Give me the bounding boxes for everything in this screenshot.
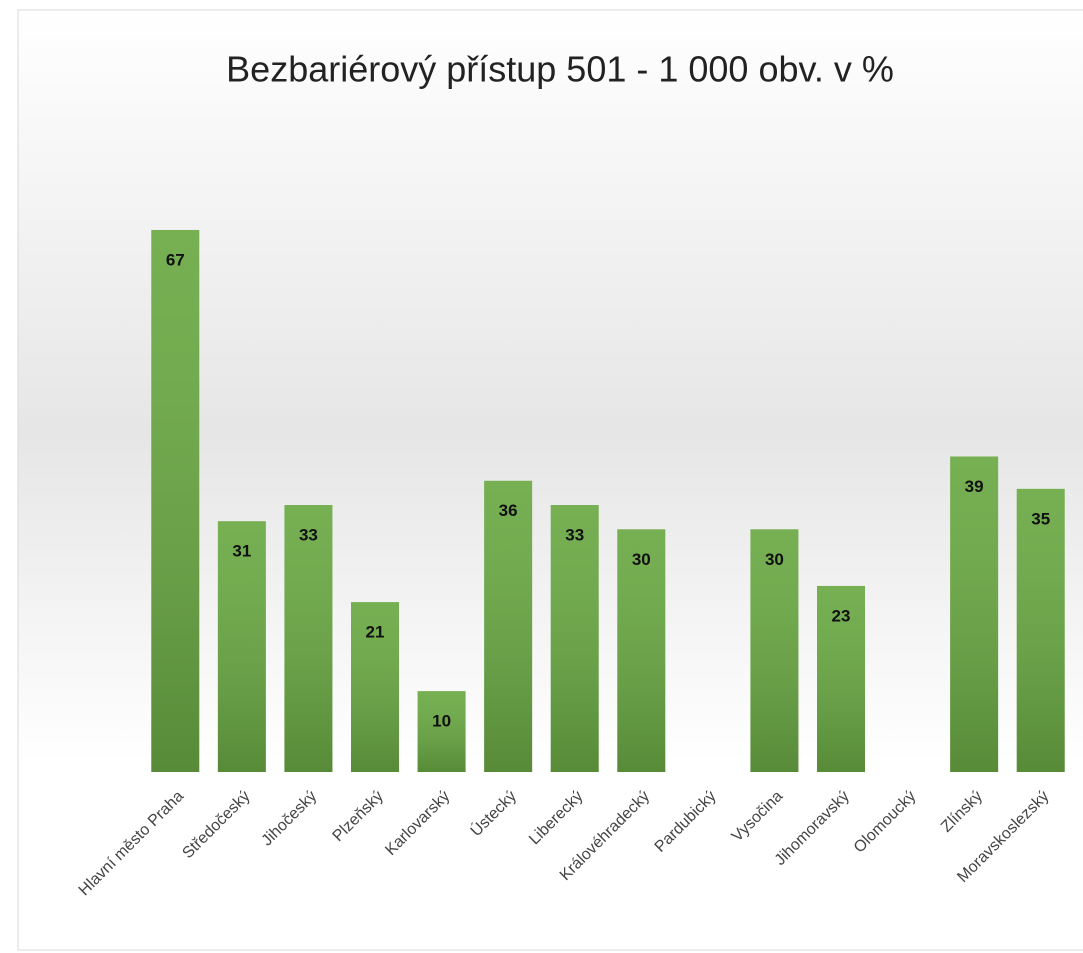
data-label: 30 [765,550,784,569]
bar-shade [417,691,466,772]
bar-shade [817,585,865,772]
data-label: 10 [432,712,451,731]
bar-shade [950,456,999,772]
data-label: 31 [232,542,251,561]
data-label: 35 [1031,509,1050,528]
data-label: 33 [565,526,584,545]
bar-shade [217,521,266,772]
bar-shade [750,529,799,772]
bar-shade [484,480,533,772]
bar-shade [151,229,200,773]
bar-shade [351,602,399,772]
data-label: 67 [166,250,185,269]
data-label: 39 [965,477,984,496]
chart-title: Bezbariérový přístup 501 - 1 000 obv. v … [226,49,894,90]
data-label: 36 [499,501,518,520]
bar-shade [550,505,599,772]
data-label: 30 [632,550,651,569]
bar-shade [1016,488,1065,772]
data-label: 21 [366,623,385,642]
data-label: 33 [299,526,318,545]
bar-shade [617,529,666,772]
data-label: 23 [832,606,851,625]
bar-shade [284,505,333,772]
